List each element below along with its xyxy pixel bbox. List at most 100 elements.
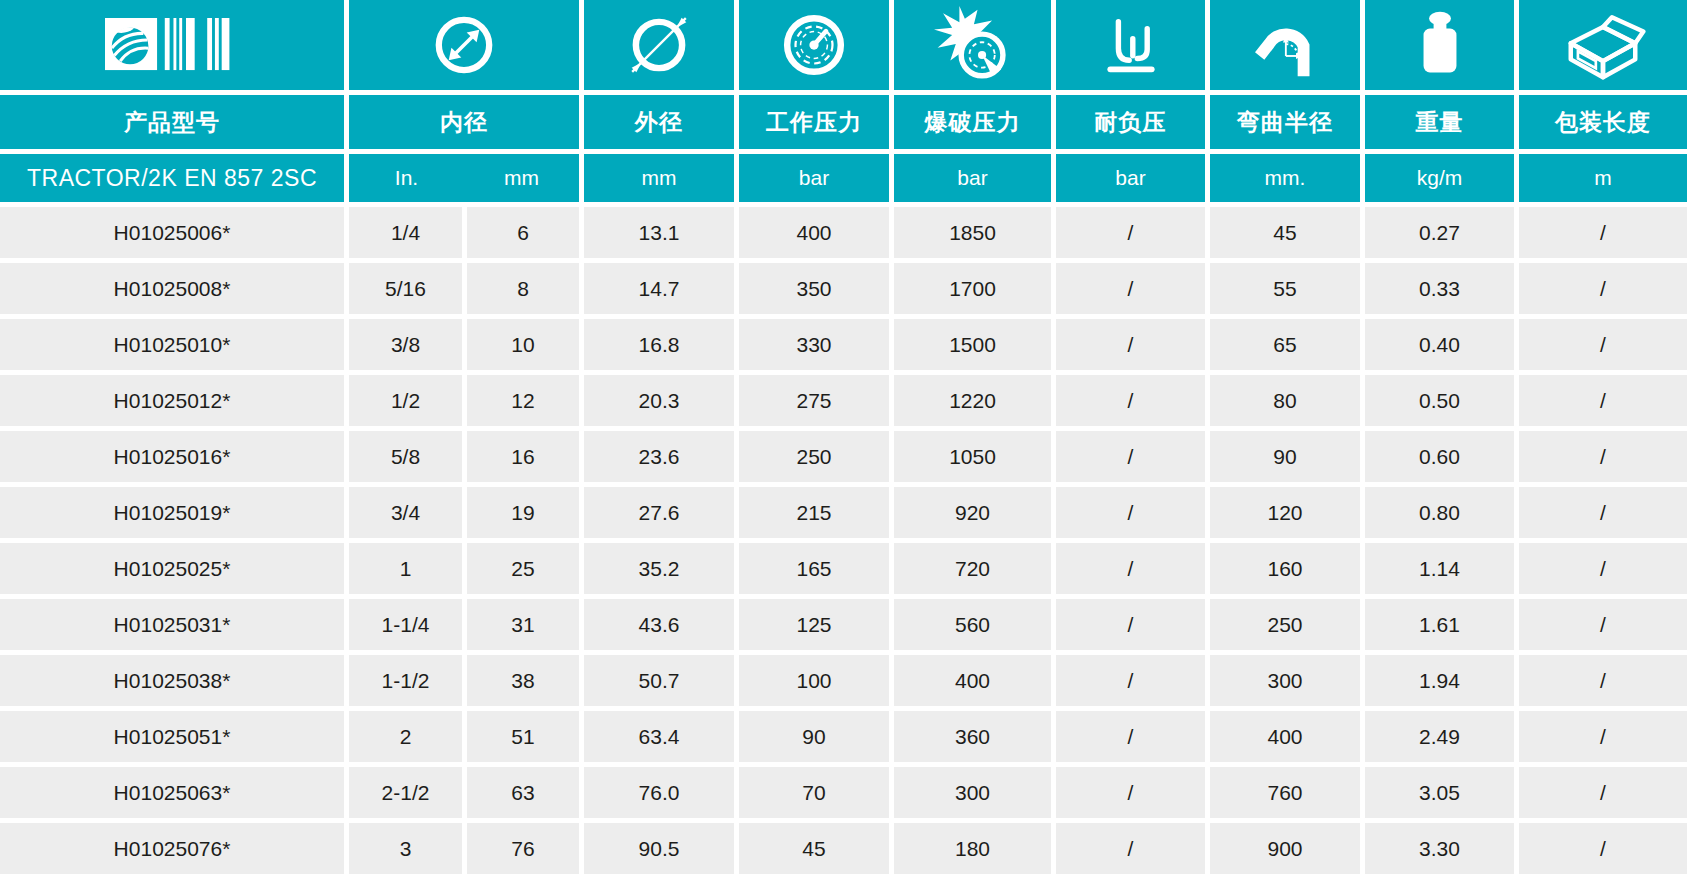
data-cell: 160	[1210, 543, 1360, 594]
hose-spec-table: 产品型号 内径 外径 工作压力 爆破压力 耐负压 弯曲半径 重量 包装长度 TR…	[0, 0, 1687, 874]
data-cell: /	[1056, 655, 1205, 706]
package-length-icon	[1560, 7, 1646, 83]
data-cell: 90	[739, 711, 889, 762]
data-cell: /	[1056, 263, 1205, 314]
product-code-cell: H01025051*	[0, 711, 344, 762]
data-cell: /	[1519, 655, 1687, 706]
data-cell: 900	[1210, 823, 1360, 874]
data-cell: /	[1519, 319, 1687, 370]
data-cell: 14.7	[584, 263, 734, 314]
weight-header-cell	[1365, 0, 1514, 90]
data-cell: /	[1056, 375, 1205, 426]
data-cell: 10	[467, 319, 579, 370]
data-cell: 51	[467, 711, 579, 762]
data-cell: 0.50	[1365, 375, 1514, 426]
data-cell: 27.6	[584, 487, 734, 538]
logo-barcode-icon	[105, 15, 240, 75]
data-cell: /	[1519, 711, 1687, 762]
data-cell: 1220	[894, 375, 1051, 426]
unit-cell-package-length: m	[1519, 154, 1687, 202]
data-cell: /	[1519, 487, 1687, 538]
spec-sheet-page: 产品型号 内径 外径 工作压力 爆破压力 耐负压 弯曲半径 重量 包装长度 TR…	[0, 0, 1687, 877]
data-cell: 31	[467, 599, 579, 650]
data-cell: 1700	[894, 263, 1051, 314]
data-cell: 6	[467, 207, 579, 258]
data-cell: 90.5	[584, 823, 734, 874]
data-cell: 5/16	[349, 263, 462, 314]
bend-radius-header-cell	[1210, 0, 1360, 90]
data-cell: 5/8	[349, 431, 462, 482]
data-cell: 35.2	[584, 543, 734, 594]
data-cell: 25	[467, 543, 579, 594]
vacuum-resistance-icon	[1095, 9, 1167, 81]
data-cell: 360	[894, 711, 1051, 762]
product-code-cell: H01025031*	[0, 599, 344, 650]
product-code-cell: H01025006*	[0, 207, 344, 258]
column-header-weight: 重量	[1365, 95, 1514, 149]
bend-radius-icon	[1247, 7, 1323, 83]
column-header-product-model: 产品型号	[0, 95, 344, 149]
data-cell: 13.1	[584, 207, 734, 258]
data-cell: 250	[1210, 599, 1360, 650]
data-cell: 250	[739, 431, 889, 482]
data-cell: 2-1/2	[349, 767, 462, 818]
data-cell: 125	[739, 599, 889, 650]
vacuum-resistance-header-cell	[1056, 0, 1205, 90]
data-cell: 1-1/2	[349, 655, 462, 706]
data-cell: 1050	[894, 431, 1051, 482]
product-model-header-cell	[0, 0, 344, 90]
data-cell: 560	[894, 599, 1051, 650]
unit-cell-bend-radius: mm.	[1210, 154, 1360, 202]
data-cell: 1/2	[349, 375, 462, 426]
data-cell: /	[1056, 711, 1205, 762]
product-series-cell: TRACTOR/2K EN 857 2SC	[0, 154, 344, 202]
data-cell: 45	[1210, 207, 1360, 258]
unit-inches: In.	[349, 166, 464, 190]
burst-pressure-gauge-icon	[932, 6, 1014, 84]
data-cell: /	[1056, 487, 1205, 538]
data-cell: 0.80	[1365, 487, 1514, 538]
working-pressure-gauge-icon	[777, 8, 851, 82]
data-cell: 3.05	[1365, 767, 1514, 818]
data-cell: 275	[739, 375, 889, 426]
product-code-cell: H01025063*	[0, 767, 344, 818]
data-cell: /	[1056, 823, 1205, 874]
data-cell: 1.61	[1365, 599, 1514, 650]
data-cell: 3.30	[1365, 823, 1514, 874]
column-header-outer-diameter: 外径	[584, 95, 734, 149]
data-cell: /	[1519, 767, 1687, 818]
data-cell: 0.60	[1365, 431, 1514, 482]
unit-cell-working-pressure: bar	[739, 154, 889, 202]
data-cell: 215	[739, 487, 889, 538]
inner-diameter-icon	[428, 9, 500, 81]
data-cell: 90	[1210, 431, 1360, 482]
product-code-cell: H01025012*	[0, 375, 344, 426]
data-cell: 55	[1210, 263, 1360, 314]
data-cell: 0.33	[1365, 263, 1514, 314]
data-cell: 100	[739, 655, 889, 706]
data-cell: 760	[1210, 767, 1360, 818]
data-cell: 2.49	[1365, 711, 1514, 762]
data-cell: 350	[739, 263, 889, 314]
data-cell: /	[1519, 543, 1687, 594]
product-code-cell: H01025038*	[0, 655, 344, 706]
data-cell: 70	[739, 767, 889, 818]
data-cell: /	[1056, 319, 1205, 370]
data-cell: 23.6	[584, 431, 734, 482]
data-cell: 0.27	[1365, 207, 1514, 258]
data-cell: /	[1056, 767, 1205, 818]
column-header-vacuum-resistance: 耐负压	[1056, 95, 1205, 149]
data-cell: 12	[467, 375, 579, 426]
data-cell: 1.14	[1365, 543, 1514, 594]
column-header-inner-diameter: 内径	[349, 95, 579, 149]
data-cell: 180	[894, 823, 1051, 874]
data-cell: 0.40	[1365, 319, 1514, 370]
data-cell: 50.7	[584, 655, 734, 706]
data-cell: 16	[467, 431, 579, 482]
data-cell: 1-1/4	[349, 599, 462, 650]
data-cell: 1	[349, 543, 462, 594]
unit-mm: mm	[464, 166, 579, 190]
data-cell: 76	[467, 823, 579, 874]
data-cell: 330	[739, 319, 889, 370]
data-cell: /	[1056, 207, 1205, 258]
